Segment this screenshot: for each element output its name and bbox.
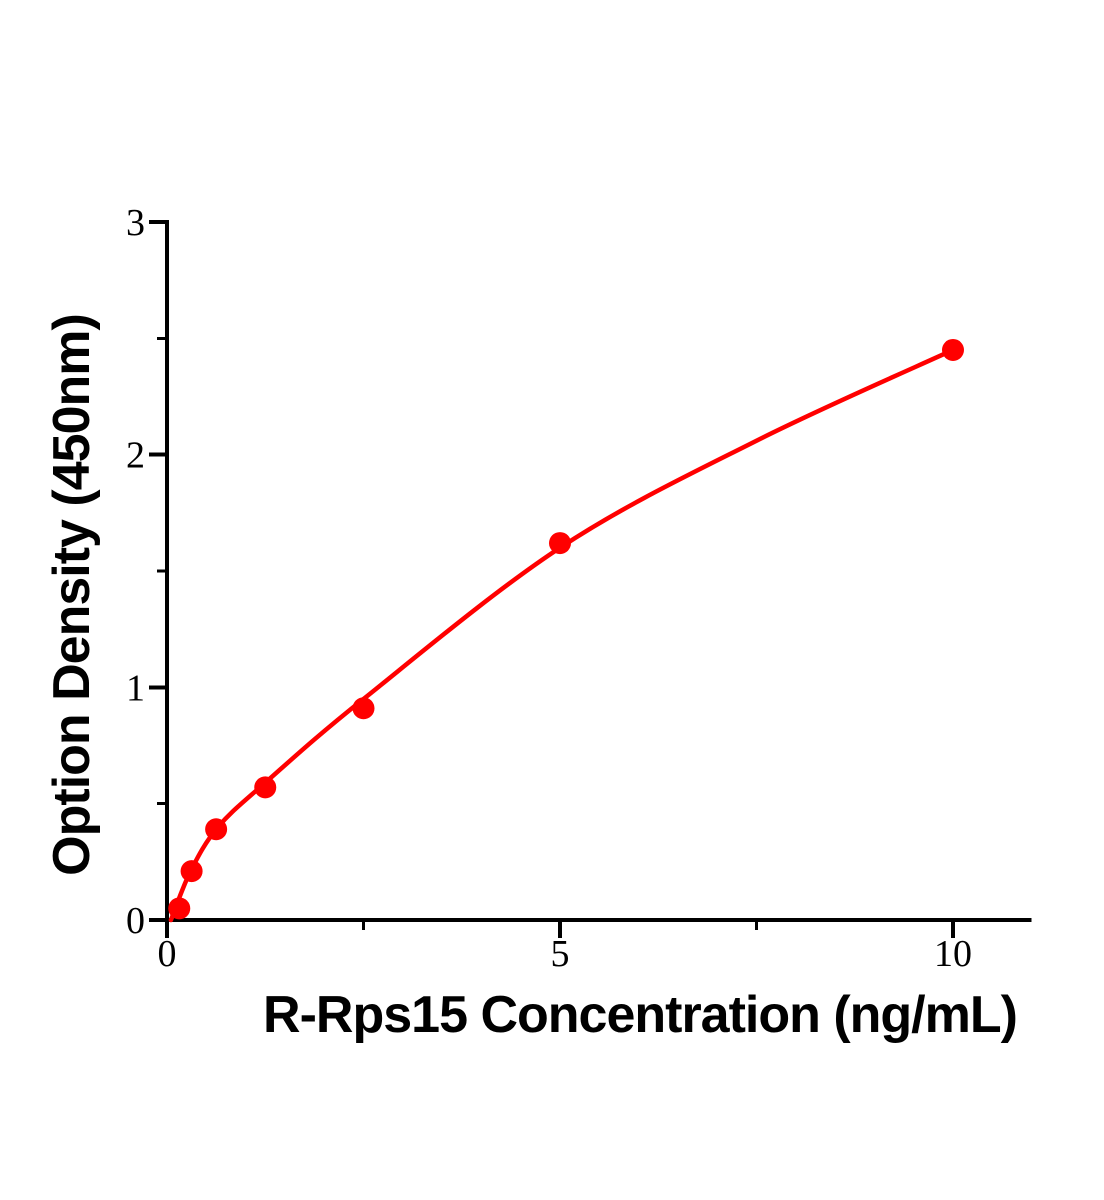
y-axis-title: Option Density (450nm) (43, 314, 101, 876)
data-point (254, 776, 277, 799)
data-point (168, 897, 191, 920)
data-point (352, 697, 375, 720)
y-tick-label: 0 (126, 900, 145, 942)
y-tick-label: 2 (126, 435, 145, 477)
y-tick-label: 3 (126, 202, 145, 244)
x-axis-title: R-Rps15 Concentration (ng/mL) (263, 986, 1018, 1044)
y-tick-label: 1 (126, 667, 145, 709)
data-point (549, 532, 571, 555)
data-point (942, 338, 964, 361)
data-point (180, 860, 203, 883)
x-tick-label: 10 (934, 933, 972, 975)
data-point (205, 818, 228, 841)
fit-curve-line (168, 347, 956, 923)
x-tick-label: 0 (158, 933, 177, 975)
x-tick-label: 5 (551, 933, 570, 975)
